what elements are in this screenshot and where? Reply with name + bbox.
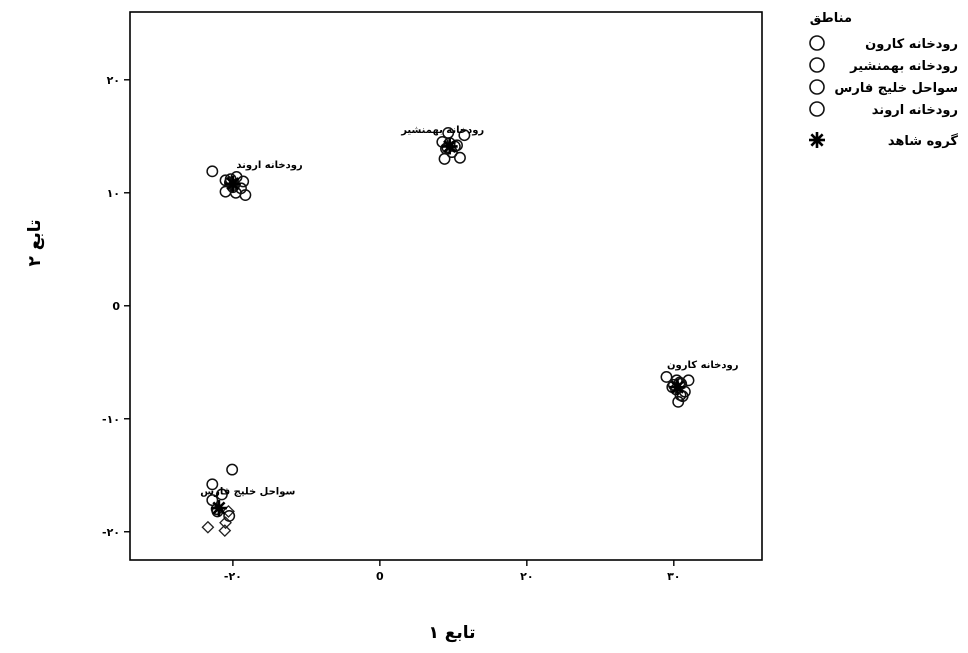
legend-entry-label: رودخانه کارون [865,37,958,52]
cluster-label: سواحل خلیج فارس [200,486,295,497]
data-point [215,488,228,501]
legend-entry-label: رودخانه اروند [872,103,958,118]
x-tick-label: ۳۰ [667,570,680,583]
data-point [219,185,232,198]
data-point [206,478,219,491]
star-core [673,383,682,391]
data-point-diamond [218,524,232,538]
control-group-star-point [224,175,241,192]
data-markers [201,126,695,538]
legend-star-icon [809,132,825,148]
star-core [215,504,223,512]
data-point [682,374,695,387]
x-axis-ticks: -۲۰ 0 ۲۰ ۳۰ [224,560,681,583]
control-group-star-point [441,138,458,155]
y-tick-label: 0 [112,300,120,313]
y-tick-label: -۲۰ [102,526,120,539]
y-tick-label: -۱۰ [102,413,120,426]
legend: مناطق رودخانه کارون رودخانه بهمنشیر سواحل … [809,11,958,149]
cluster-labels: رودخانه اروند رودخانه بهمنشیر رودخانه کارو… [200,125,738,498]
x-axis-title: تابع ۱ [428,623,475,643]
cluster-label: رودخانه بهمنشیر [400,125,484,136]
data-point [672,395,685,408]
star-core [446,142,454,151]
control-group-star-point [669,379,686,396]
data-point [206,165,219,178]
data-point [458,129,471,142]
data-point [223,509,236,522]
data-point-diamond [222,504,235,518]
legend-circle-icon [809,79,825,95]
x-tick-label: 0 [376,570,384,583]
legend-circle-icon [809,35,825,51]
cluster-label: رودخانه کارون [667,360,739,371]
star-core [229,180,237,188]
data-point [660,371,673,383]
legend-entry-label: رودخانه بهمنشیر [849,59,958,74]
data-point [454,151,466,164]
y-axis-ticks: ۲۰ ۱۰ 0 -۱۰ -۲۰ [102,74,130,539]
data-point-diamond [201,520,215,534]
legend-title: مناطق [810,11,852,26]
plot-area-frame [129,11,763,561]
legend-entry-label: گروه شاهد [888,133,959,149]
cluster-label: رودخانه اروند [236,160,303,171]
legend-circle-icon [809,57,825,73]
x-tick-label: ۲۰ [520,570,533,583]
data-point [438,152,451,165]
legend-entry-label: سواحل خلیج فارس [834,81,958,96]
star-core [813,136,821,144]
data-point [226,463,239,476]
y-tick-label: ۱۰ [107,187,120,200]
legend-circle-icon [809,101,825,117]
y-axis-title: تابع ۲ [25,219,45,266]
control-group-star-point [210,500,227,517]
x-tick-label: -۲۰ [224,570,242,583]
y-tick-label: ۲۰ [107,74,120,87]
